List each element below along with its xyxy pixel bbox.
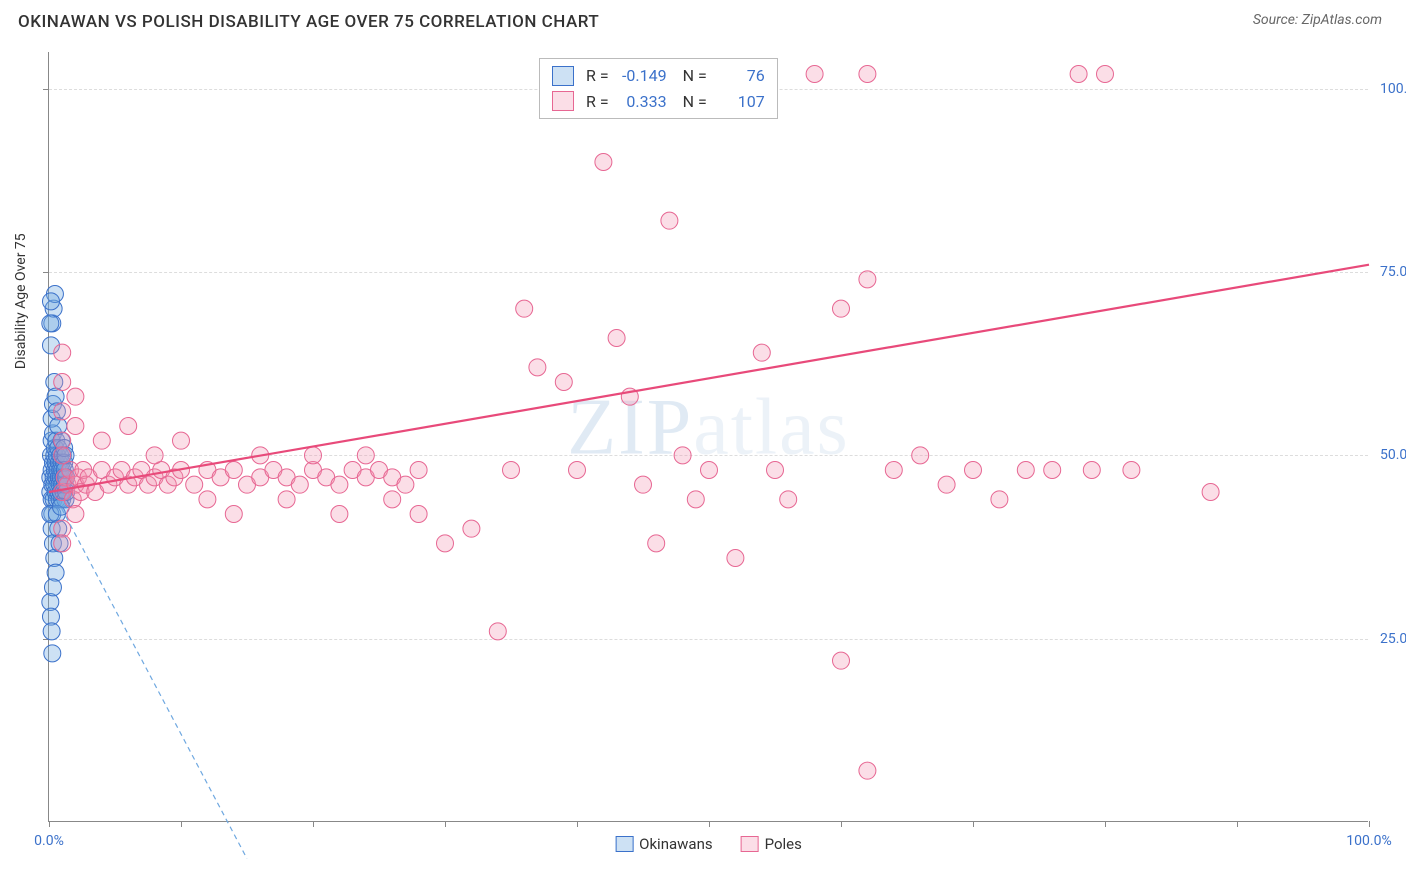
legend-swatch-poles — [741, 836, 759, 852]
swatch-poles — [552, 91, 574, 111]
legend-item-poles: Poles — [741, 835, 802, 853]
series-legend: Okinawans Poles — [615, 835, 802, 853]
stats-row-poles: R = 0.333 N = 107 — [552, 89, 765, 115]
swatch-okinawans — [552, 66, 574, 86]
r-value-okinawans: -0.149 — [617, 63, 667, 89]
r-value-poles: 0.333 — [617, 89, 667, 115]
chart-header: OKINAWAN VS POLISH DISABILITY AGE OVER 7… — [0, 0, 1406, 40]
source-attribution: Source: ZipAtlas.com — [1253, 12, 1382, 28]
correlation-stats-box: R = -0.149 N = 76 R = 0.333 N = 107 — [539, 58, 778, 119]
stats-row-okinawans: R = -0.149 N = 76 — [552, 63, 765, 89]
legend-swatch-okinawans — [615, 836, 633, 852]
scatter-plot-svg — [49, 52, 1368, 821]
n-value-poles: 107 — [715, 89, 765, 115]
chart-plot-area: Disability Age Over 75 ZIPatlas 25.0%50.… — [48, 52, 1368, 822]
y-axis-label: Disability Age Over 75 — [13, 233, 29, 369]
n-value-okinawans: 76 — [715, 63, 765, 89]
legend-item-okinawans: Okinawans — [615, 835, 712, 853]
chart-title: OKINAWAN VS POLISH DISABILITY AGE OVER 7… — [18, 12, 599, 32]
